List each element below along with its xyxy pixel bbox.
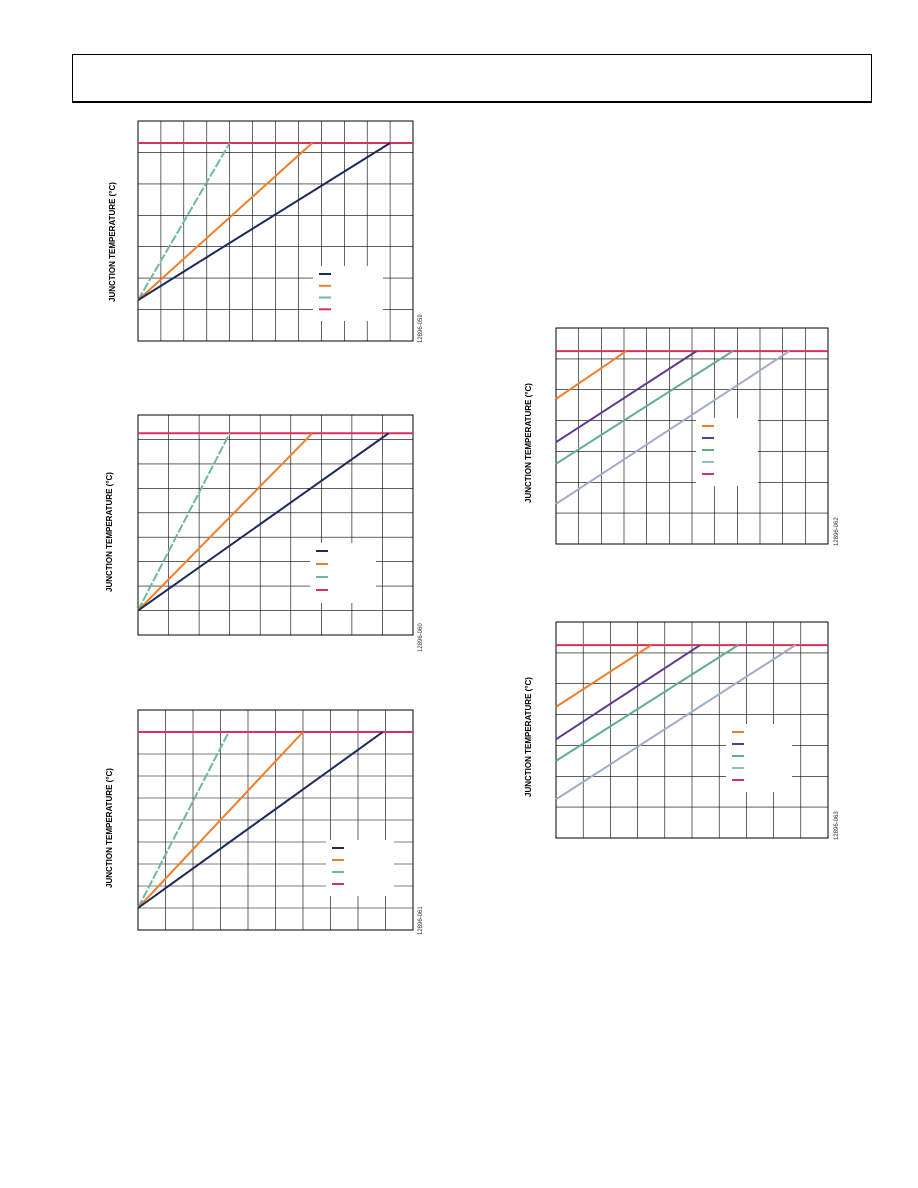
chart-5-plot	[555, 621, 829, 839]
chart-4-figure-code: 12896-062	[834, 517, 840, 546]
chart-3-ylabel: JUNCTION TEMPERATURE (°C)	[105, 768, 114, 888]
series-line-3	[555, 644, 739, 762]
legend-box	[310, 543, 376, 603]
series-line-2	[137, 731, 304, 909]
chart-4-plot	[555, 327, 829, 545]
legend-box	[326, 840, 394, 896]
chart-2-figure-code: 12896-060	[418, 623, 424, 652]
plot-frame	[137, 709, 414, 931]
plot-frame	[137, 120, 414, 342]
chart-junction-temp-5	[555, 621, 829, 839]
plot-frame	[137, 414, 414, 636]
series-line-3	[137, 142, 391, 301]
series-line-3	[137, 432, 390, 612]
legend-box	[313, 266, 383, 321]
series-line-3	[555, 350, 734, 465]
series-line-1	[555, 644, 652, 708]
chart-5-figure-code: 12896-063	[834, 811, 840, 840]
legend-box	[726, 724, 792, 792]
series-line-4	[555, 644, 796, 801]
chart-2-plot	[137, 414, 414, 636]
series-line-1	[555, 350, 627, 400]
chart-junction-temp-1	[137, 120, 414, 342]
chart-junction-temp-2	[137, 414, 414, 636]
chart-legend	[696, 418, 758, 486]
plot-frame	[555, 621, 829, 839]
series-line-1	[137, 142, 231, 301]
series-line-2	[137, 432, 313, 612]
chart-4-ylabel: JUNCTION TEMPERATURE (°C)	[524, 383, 533, 503]
chart-1-ylabel: JUNCTION TEMPERATURE (°C)	[108, 182, 117, 302]
chart-2-ylabel: JUNCTION TEMPERATURE (°C)	[105, 472, 114, 592]
chart-junction-temp-3	[137, 709, 414, 931]
series-line-4	[555, 350, 791, 505]
page-header	[72, 54, 872, 103]
series-line-2	[555, 350, 698, 444]
chart-junction-temp-4	[555, 327, 829, 545]
chart-1-plot	[137, 120, 414, 342]
chart-1-figure-code: 12896-059	[418, 314, 424, 343]
series-line-3	[137, 731, 384, 909]
series-line-2	[137, 142, 313, 301]
chart-5-ylabel: JUNCTION TEMPERATURE (°C)	[524, 677, 533, 797]
chart-legend	[326, 840, 394, 896]
chart-legend	[313, 266, 383, 321]
plot-frame	[555, 327, 829, 545]
chart-3-plot	[137, 709, 414, 931]
chart-3-figure-code: 12896-061	[418, 906, 424, 935]
chart-legend	[726, 724, 792, 792]
chart-legend	[310, 543, 376, 603]
legend-box	[696, 418, 758, 486]
series-line-1	[137, 432, 231, 612]
series-line-2	[555, 644, 701, 741]
